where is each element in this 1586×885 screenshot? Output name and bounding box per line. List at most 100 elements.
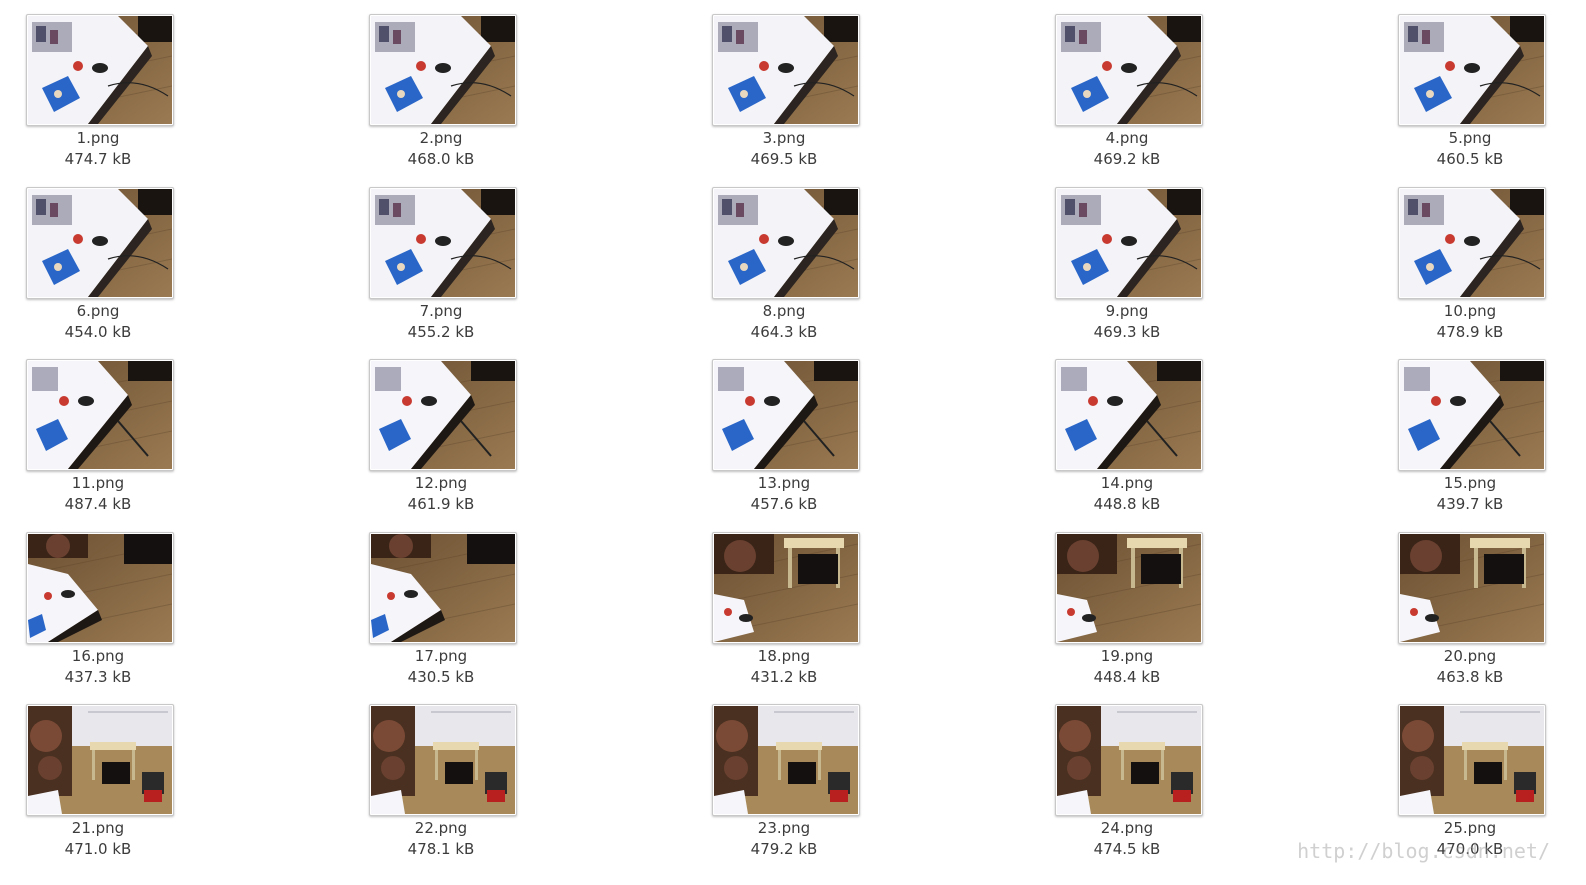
file-name-label: 21.png: [71, 819, 125, 837]
file-name-label: 1.png: [76, 129, 120, 147]
image-thumbnail[interactable]: [369, 532, 517, 644]
file-size-label: 461.9 kB: [407, 495, 475, 513]
image-thumbnail[interactable]: [369, 14, 517, 126]
file-name-label: 12.png: [414, 474, 468, 492]
file-name-label: 2.png: [419, 129, 463, 147]
file-item[interactable]: 21.png 471.0 kB: [0, 690, 200, 860]
file-item[interactable]: 10.png 478.9 kB: [1372, 173, 1572, 343]
file-size-label: 469.5 kB: [750, 150, 818, 168]
file-name-label: 7.png: [419, 302, 463, 320]
file-name-label: 8.png: [762, 302, 806, 320]
file-item[interactable]: 18.png 431.2 kB: [686, 518, 886, 688]
file-name-label: 10.png: [1443, 302, 1497, 320]
file-size-label: 468.0 kB: [407, 150, 475, 168]
file-item[interactable]: 23.png 479.2 kB: [686, 690, 886, 860]
file-item[interactable]: 16.png 437.3 kB: [0, 518, 200, 688]
file-size-label: 437.3 kB: [64, 668, 132, 686]
file-item[interactable]: 2.png 468.0 kB: [343, 0, 543, 170]
file-size-label: 448.4 kB: [1093, 668, 1161, 686]
file-size-label: 463.8 kB: [1436, 668, 1504, 686]
file-item[interactable]: 13.png 457.6 kB: [686, 345, 886, 515]
file-name-label: 15.png: [1443, 474, 1497, 492]
file-name-label: 25.png: [1443, 819, 1497, 837]
file-item[interactable]: 6.png 454.0 kB: [0, 173, 200, 343]
file-size-label: 439.7 kB: [1436, 495, 1504, 513]
file-size-label: 478.9 kB: [1436, 323, 1504, 341]
file-name-label: 6.png: [76, 302, 120, 320]
file-size-label: 431.2 kB: [750, 668, 818, 686]
file-item[interactable]: 3.png 469.5 kB: [686, 0, 886, 170]
file-size-label: 454.0 kB: [64, 323, 132, 341]
file-size-label: 470.0 kB: [1436, 840, 1504, 858]
file-name-label: 14.png: [1100, 474, 1154, 492]
file-name-label: 22.png: [414, 819, 468, 837]
image-thumbnail[interactable]: [26, 187, 174, 299]
image-thumbnail[interactable]: [1398, 704, 1546, 816]
file-size-label: 474.7 kB: [64, 150, 132, 168]
file-item[interactable]: 20.png 463.8 kB: [1372, 518, 1572, 688]
image-thumbnail[interactable]: [1055, 532, 1203, 644]
file-item[interactable]: 22.png 478.1 kB: [343, 690, 543, 860]
file-size-label: 479.2 kB: [750, 840, 818, 858]
image-thumbnail[interactable]: [1398, 14, 1546, 126]
file-item[interactable]: 5.png 460.5 kB: [1372, 0, 1572, 170]
image-thumbnail[interactable]: [1055, 14, 1203, 126]
file-size-label: 469.3 kB: [1093, 323, 1161, 341]
image-thumbnail[interactable]: [1398, 187, 1546, 299]
image-thumbnail[interactable]: [712, 187, 860, 299]
file-size-label: 478.1 kB: [407, 840, 475, 858]
file-item[interactable]: 4.png 469.2 kB: [1029, 0, 1229, 170]
file-name-label: 18.png: [757, 647, 811, 665]
file-name-label: 17.png: [414, 647, 468, 665]
file-item[interactable]: 25.png 470.0 kB: [1372, 690, 1572, 860]
file-item[interactable]: 15.png 439.7 kB: [1372, 345, 1572, 515]
image-thumbnail[interactable]: [1398, 359, 1546, 471]
file-size-label: 471.0 kB: [64, 840, 132, 858]
file-name-label: 23.png: [757, 819, 811, 837]
file-name-label: 9.png: [1105, 302, 1149, 320]
image-thumbnail[interactable]: [369, 187, 517, 299]
image-thumbnail[interactable]: [26, 704, 174, 816]
file-size-label: 469.2 kB: [1093, 150, 1161, 168]
file-item[interactable]: 8.png 464.3 kB: [686, 173, 886, 343]
file-name-label: 20.png: [1443, 647, 1497, 665]
file-item[interactable]: 1.png 474.7 kB: [0, 0, 200, 170]
image-thumbnail[interactable]: [1055, 704, 1203, 816]
file-size-label: 455.2 kB: [407, 323, 475, 341]
file-name-label: 24.png: [1100, 819, 1154, 837]
file-item[interactable]: 9.png 469.3 kB: [1029, 173, 1229, 343]
file-name-label: 13.png: [757, 474, 811, 492]
file-name-label: 5.png: [1448, 129, 1492, 147]
file-item[interactable]: 19.png 448.4 kB: [1029, 518, 1229, 688]
file-item[interactable]: 24.png 474.5 kB: [1029, 690, 1229, 860]
file-size-label: 474.5 kB: [1093, 840, 1161, 858]
file-size-label: 457.6 kB: [750, 495, 818, 513]
file-name-label: 4.png: [1105, 129, 1149, 147]
image-thumbnail[interactable]: [26, 359, 174, 471]
file-item[interactable]: 14.png 448.8 kB: [1029, 345, 1229, 515]
image-thumbnail[interactable]: [712, 532, 860, 644]
image-thumbnail[interactable]: [369, 359, 517, 471]
file-size-label: 430.5 kB: [407, 668, 475, 686]
file-name-label: 3.png: [762, 129, 806, 147]
image-thumbnail[interactable]: [1055, 359, 1203, 471]
file-size-label: 448.8 kB: [1093, 495, 1161, 513]
file-item[interactable]: 17.png 430.5 kB: [343, 518, 543, 688]
image-thumbnail[interactable]: [712, 14, 860, 126]
image-thumbnail[interactable]: [26, 532, 174, 644]
file-name-label: 19.png: [1100, 647, 1154, 665]
image-thumbnail[interactable]: [712, 359, 860, 471]
file-name-label: 16.png: [71, 647, 125, 665]
image-thumbnail[interactable]: [1055, 187, 1203, 299]
file-name-label: 11.png: [71, 474, 125, 492]
file-item[interactable]: 12.png 461.9 kB: [343, 345, 543, 515]
file-item[interactable]: 11.png 487.4 kB: [0, 345, 200, 515]
image-thumbnail[interactable]: [1398, 532, 1546, 644]
file-item[interactable]: 7.png 455.2 kB: [343, 173, 543, 343]
image-thumbnail[interactable]: [26, 14, 174, 126]
image-thumbnail[interactable]: [369, 704, 517, 816]
image-thumbnail[interactable]: [712, 704, 860, 816]
file-size-label: 460.5 kB: [1436, 150, 1504, 168]
file-size-label: 487.4 kB: [64, 495, 132, 513]
